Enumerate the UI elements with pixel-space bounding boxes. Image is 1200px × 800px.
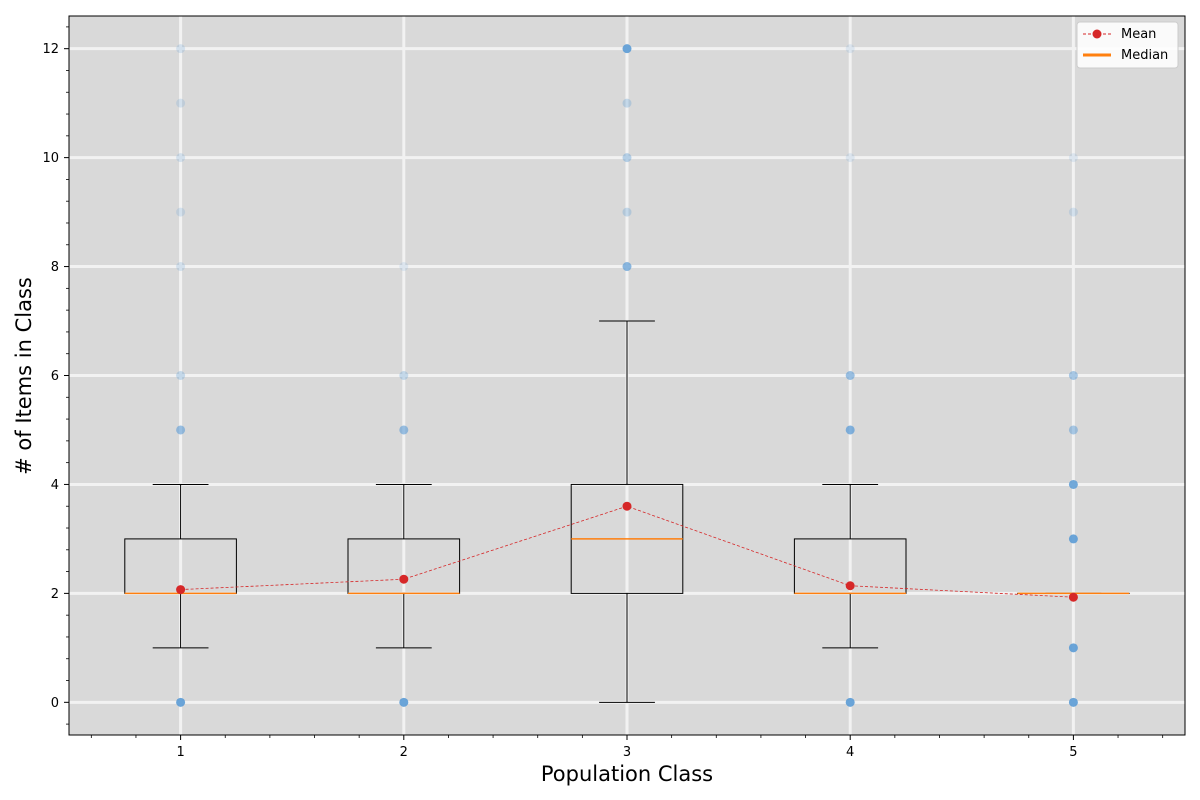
outlier-point (176, 425, 186, 435)
outlier-point (1068, 371, 1078, 380)
mean-marker (845, 581, 855, 591)
outlier-point (622, 262, 632, 272)
outlier-point (1068, 479, 1078, 489)
outlier-point (845, 697, 855, 707)
mean-marker (622, 501, 632, 511)
outlier-point (622, 207, 632, 217)
x-tick-label: 3 (623, 745, 631, 760)
outlier-point (1068, 697, 1078, 707)
outlier-point (176, 44, 186, 54)
x-axis-title: Population Class (541, 762, 713, 786)
outlier-point (176, 207, 186, 217)
y-tick-label: 0 (51, 696, 59, 711)
y-tick-label: 2 (51, 587, 59, 602)
legend: Mean Median (1076, 21, 1179, 69)
outlier-point (1068, 534, 1078, 544)
outlier-point (845, 44, 855, 54)
outlier-point (1068, 643, 1078, 653)
mean-line (176, 501, 1078, 602)
y-tick-label: 12 (42, 42, 59, 57)
outlier-point (176, 98, 186, 108)
legend-median-label: Median (1121, 48, 1168, 63)
y-tick-label: 6 (51, 369, 59, 384)
outlier-point (399, 262, 409, 272)
outlier-point (399, 697, 409, 707)
outlier-point (176, 262, 186, 272)
x-tick-label: 5 (1069, 745, 1077, 760)
x-tick-label: 1 (176, 745, 184, 760)
x-tick-label: 2 (400, 745, 408, 760)
outlier-point (176, 697, 186, 707)
outlier-point (845, 153, 855, 163)
outlier-point (399, 425, 409, 435)
outlier-point (1068, 425, 1078, 435)
outlier-point (1068, 153, 1078, 163)
mean-marker (176, 585, 186, 595)
outlier-point (622, 98, 632, 108)
mean-marker (399, 574, 409, 584)
y-tick-label: 10 (42, 151, 59, 166)
outlier-point (845, 371, 855, 380)
outlier-point (1068, 207, 1078, 217)
outlier-point (622, 153, 632, 163)
y-axis-title: # of Items in Class (12, 277, 36, 475)
outlier-point (399, 371, 409, 380)
outlier-point (622, 44, 632, 54)
outlier-point (845, 425, 855, 435)
legend-mean-label: Mean (1121, 27, 1156, 42)
outlier-point (176, 371, 186, 380)
x-tick-label: 4 (846, 745, 854, 760)
legend-mean-marker (1092, 29, 1102, 39)
mean-marker (1068, 592, 1078, 602)
y-tick-label: 4 (51, 478, 59, 493)
outlier-point (176, 153, 186, 163)
y-tick-label: 8 (51, 260, 59, 275)
outlier-points (176, 44, 1078, 707)
